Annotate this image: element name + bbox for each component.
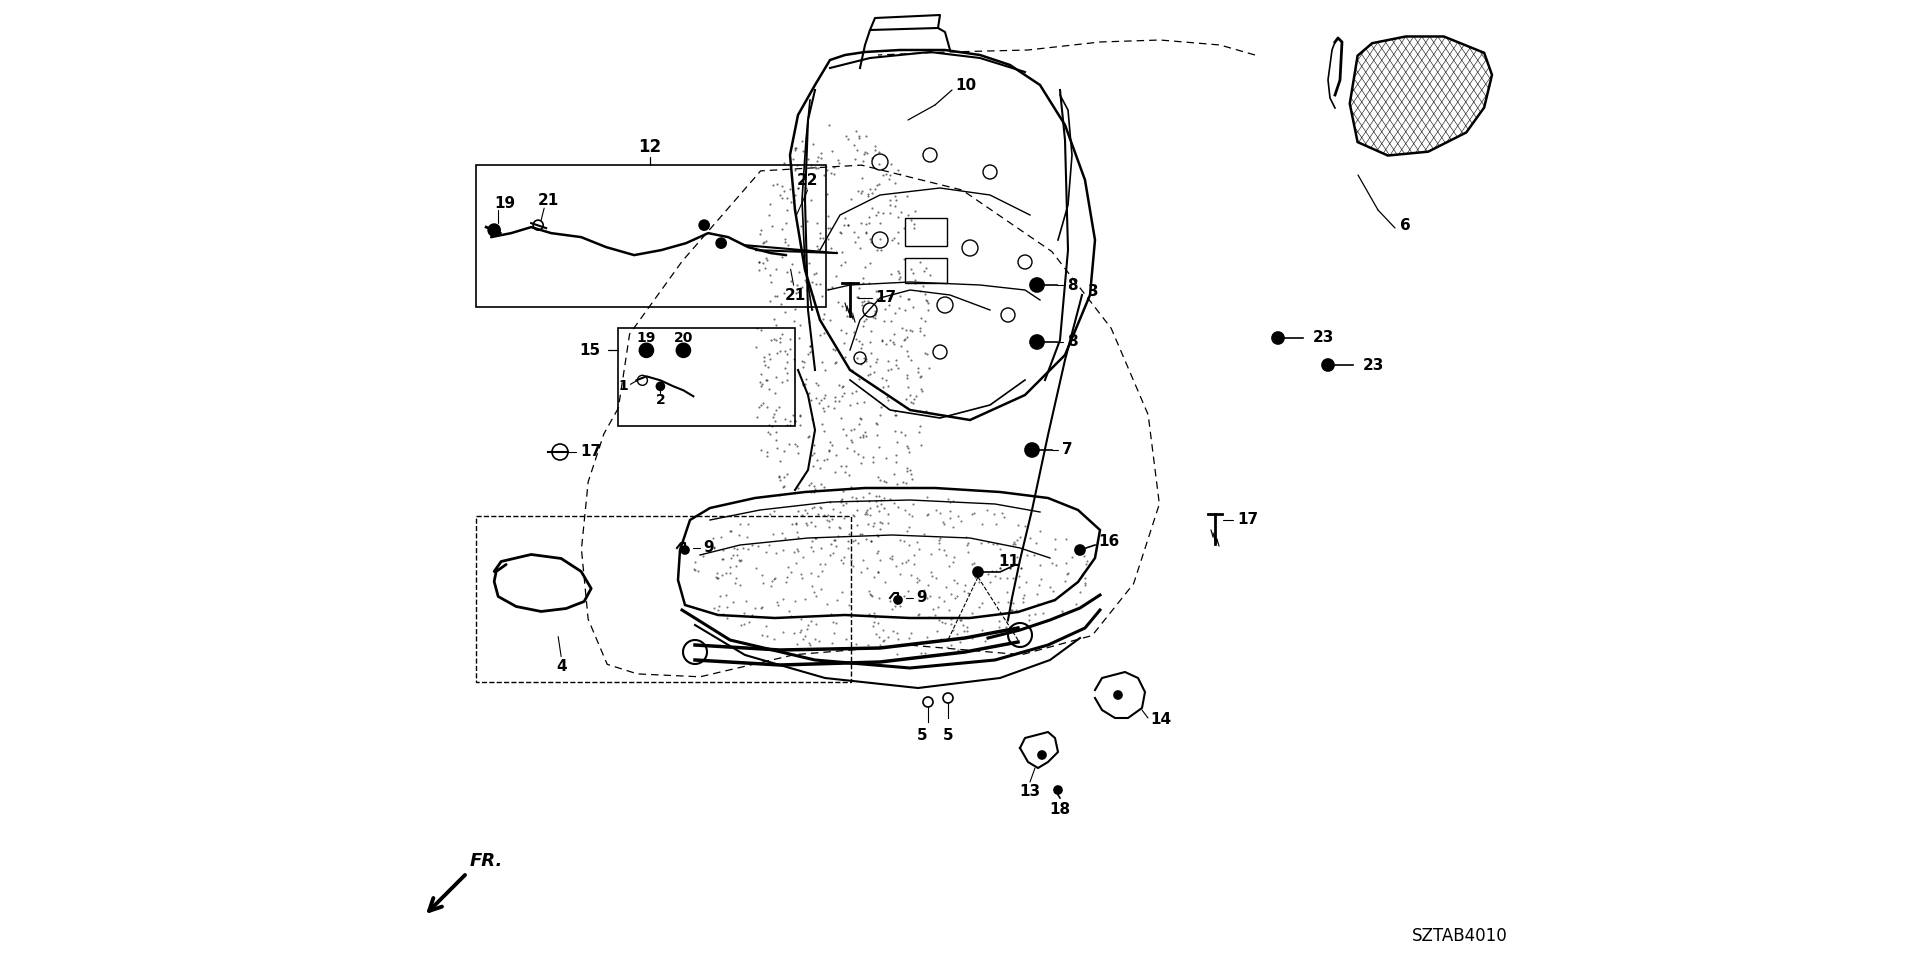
Text: 12: 12: [639, 138, 662, 156]
Circle shape: [1029, 278, 1044, 292]
Text: 5: 5: [916, 728, 927, 742]
Text: 8: 8: [1068, 334, 1077, 349]
Text: 14: 14: [1150, 712, 1171, 728]
Text: 9: 9: [703, 540, 714, 556]
Text: 19: 19: [493, 196, 515, 210]
Text: 10: 10: [954, 78, 975, 92]
Text: 22: 22: [797, 173, 818, 187]
Text: 21: 21: [785, 288, 806, 302]
Circle shape: [1075, 545, 1085, 555]
Text: 4: 4: [557, 660, 566, 674]
Circle shape: [1029, 335, 1044, 349]
Circle shape: [1323, 359, 1334, 371]
Circle shape: [1039, 751, 1046, 759]
Text: FR.: FR.: [470, 852, 503, 870]
Circle shape: [682, 546, 689, 554]
Text: 18: 18: [1050, 803, 1071, 818]
Text: 3: 3: [1089, 284, 1098, 300]
Bar: [904, 218, 947, 246]
Text: 8: 8: [1068, 277, 1077, 293]
Circle shape: [657, 382, 664, 391]
Circle shape: [1054, 786, 1062, 794]
Text: 15: 15: [580, 343, 601, 358]
Circle shape: [639, 344, 653, 357]
Text: 13: 13: [1020, 784, 1041, 800]
Text: 5: 5: [943, 728, 954, 742]
Circle shape: [488, 224, 499, 236]
Circle shape: [716, 238, 726, 248]
Text: 19: 19: [637, 331, 657, 346]
Text: 1: 1: [618, 379, 628, 394]
Circle shape: [1114, 691, 1121, 699]
Circle shape: [676, 344, 691, 357]
Text: SZTAB4010: SZTAB4010: [1413, 927, 1507, 945]
Text: 17: 17: [876, 291, 897, 305]
Bar: [618, 328, 795, 426]
Circle shape: [1025, 443, 1039, 457]
Text: 23: 23: [1313, 330, 1334, 346]
Text: 20: 20: [674, 331, 693, 346]
Circle shape: [895, 596, 902, 604]
Text: 23: 23: [1363, 357, 1384, 372]
Circle shape: [973, 567, 983, 577]
Text: 16: 16: [1098, 535, 1119, 549]
Text: 17: 17: [1236, 513, 1258, 527]
Text: 11: 11: [998, 555, 1020, 569]
Text: 21: 21: [538, 193, 559, 207]
Polygon shape: [1350, 36, 1492, 156]
Text: 2: 2: [655, 394, 664, 407]
Text: 7: 7: [1062, 443, 1073, 458]
Bar: [476, 165, 826, 307]
Bar: [476, 516, 851, 682]
Text: 17: 17: [580, 444, 601, 460]
Circle shape: [1273, 332, 1284, 344]
Circle shape: [699, 220, 708, 230]
Text: 6: 6: [1400, 218, 1411, 232]
Bar: [904, 258, 947, 283]
Text: 9: 9: [916, 590, 927, 606]
